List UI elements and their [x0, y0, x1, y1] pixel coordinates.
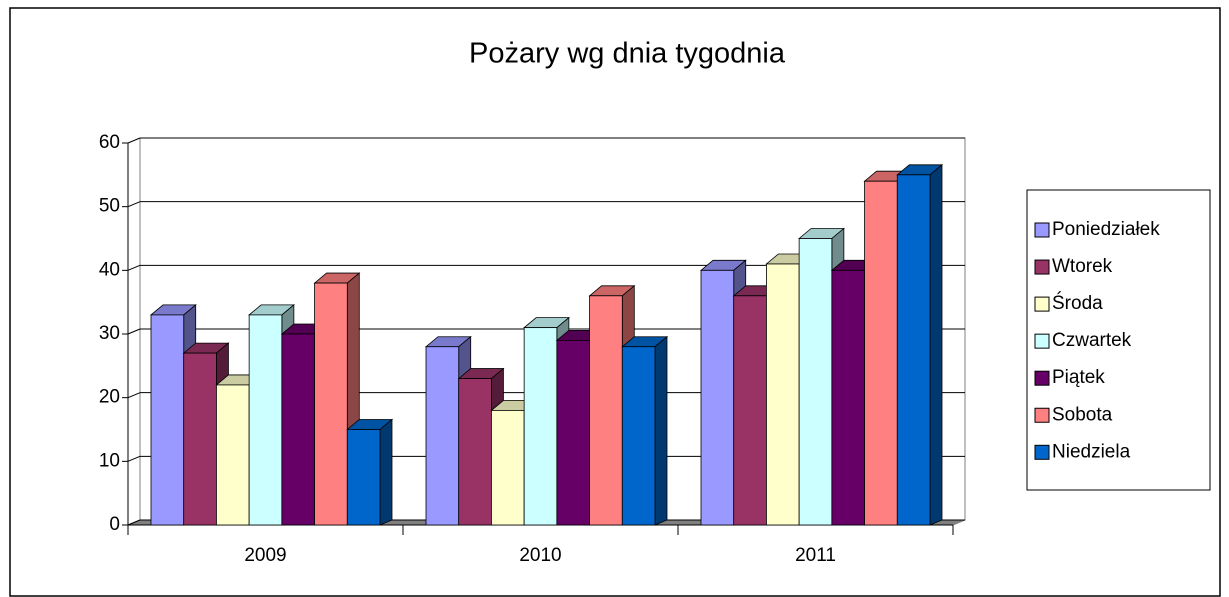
- bar-side: [379, 418, 393, 526]
- grid-line: [127, 519, 141, 526]
- y-tick-label: 60: [99, 132, 120, 153]
- bar: [700, 269, 735, 526]
- bar: [150, 314, 185, 526]
- legend-swatch: [1034, 296, 1050, 312]
- grid-line: [127, 392, 141, 399]
- bar: [621, 346, 656, 526]
- grid-line: [127, 264, 141, 271]
- bar-side: [654, 335, 668, 526]
- bar-side: [929, 163, 943, 526]
- legend-label: Wtorek: [1052, 256, 1113, 277]
- bar: [183, 352, 217, 526]
- bar: [831, 269, 865, 526]
- legend-label: Poniedziałek: [1052, 219, 1160, 240]
- legend-label: Środa: [1052, 292, 1103, 314]
- grid-line: [127, 137, 141, 144]
- legend-swatch: [1034, 222, 1050, 238]
- legend-swatch: [1034, 370, 1050, 386]
- bar: [216, 384, 250, 526]
- bar: [458, 378, 492, 526]
- bar: [733, 295, 767, 526]
- bar: [491, 409, 525, 526]
- y-tick-label: 20: [99, 387, 120, 408]
- chart-title: Pożary wg dnia tygodnia: [469, 38, 786, 70]
- bar: [314, 282, 348, 526]
- grid-line: [127, 328, 141, 335]
- bar: [589, 295, 623, 526]
- legend-swatch: [1034, 444, 1050, 460]
- y-tick-label: 50: [99, 196, 120, 217]
- legend-swatch: [1034, 259, 1050, 275]
- bar: [248, 314, 283, 526]
- bar: [556, 339, 590, 526]
- bar: [425, 346, 460, 526]
- bar: [766, 263, 800, 526]
- legend-label: Piątek: [1052, 367, 1105, 388]
- grid-line: [127, 201, 141, 208]
- legend-swatch: [1034, 333, 1050, 349]
- y-tick-label: 30: [99, 323, 120, 344]
- y-tick-label: 40: [99, 259, 120, 280]
- y-tick-label: 0: [109, 514, 120, 535]
- x-tick-label: 2010: [519, 545, 561, 566]
- grid-line: [127, 455, 141, 462]
- x-tick-label: 2011: [795, 545, 836, 566]
- legend-box: [1026, 189, 1211, 491]
- x-tick-label: 2009: [244, 545, 286, 566]
- bar: [864, 180, 898, 526]
- bar: [523, 327, 558, 526]
- legend-label: Czwartek: [1052, 330, 1132, 351]
- bar: [798, 238, 833, 526]
- legend-label: Niedziela: [1052, 441, 1131, 462]
- bar: [896, 174, 931, 526]
- bar: [346, 429, 381, 526]
- legend-label: Sobota: [1052, 404, 1113, 425]
- legend-swatch: [1034, 407, 1050, 423]
- y-tick-label: 10: [99, 450, 120, 471]
- bar: [281, 333, 315, 526]
